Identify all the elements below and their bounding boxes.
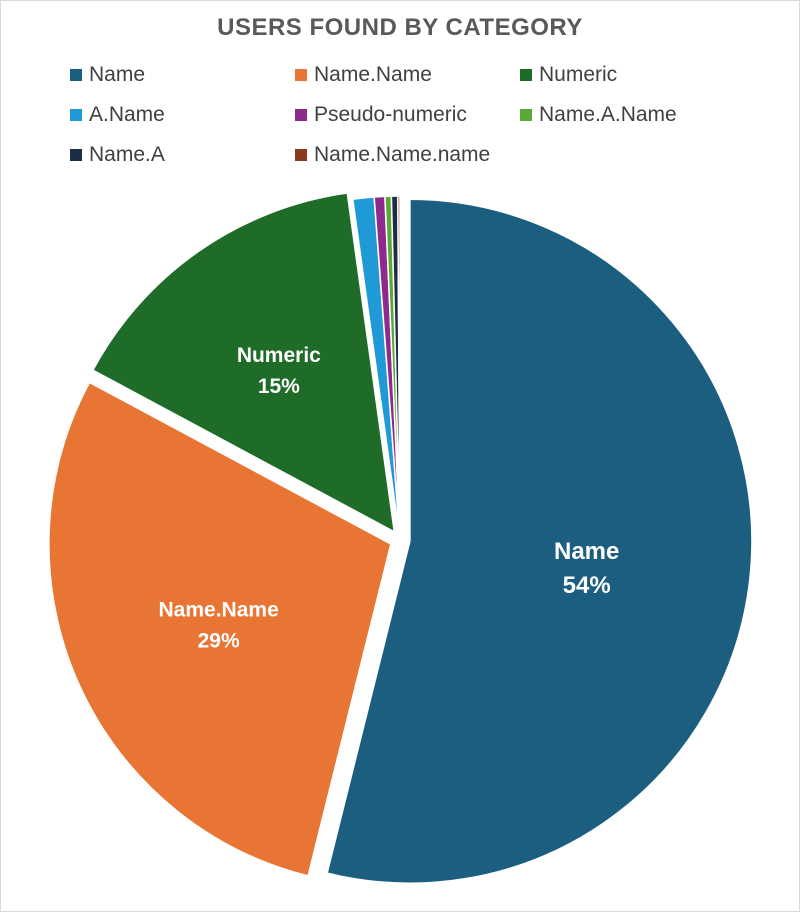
pie-slice-name-name bbox=[48, 381, 392, 877]
data-label-name-name-percent: 29% bbox=[198, 629, 240, 652]
legend-label: Name.Name bbox=[314, 63, 432, 86]
legend-item-pseudo-numeric: Pseudo-numeric bbox=[295, 98, 467, 132]
legend-item-a-name: A.Name bbox=[70, 98, 165, 132]
legend-item-name-a-name: Name.A.Name bbox=[520, 98, 677, 132]
legend-label: Name bbox=[89, 63, 146, 86]
legend-item-numeric: Numeric bbox=[520, 58, 617, 92]
data-label-numeric-percent: 15% bbox=[258, 375, 300, 398]
legend-swatch bbox=[295, 69, 307, 81]
legend-swatch bbox=[295, 109, 307, 121]
data-label-name-percent: 54% bbox=[563, 572, 611, 599]
legend-item-name-name: Name.Name bbox=[295, 58, 432, 92]
legend-label: Name.A bbox=[89, 143, 165, 166]
pie-slice-name-name-name bbox=[397, 195, 401, 539]
data-label-numeric-category: Numeric bbox=[237, 344, 321, 367]
chart-title: USERS FOUND BY CATEGORY bbox=[217, 14, 583, 41]
legend-swatch bbox=[70, 69, 82, 81]
legend-swatch bbox=[70, 149, 82, 161]
data-label-name-name-category: Name.Name bbox=[159, 598, 279, 621]
legend-label: A.Name bbox=[89, 103, 165, 126]
legend-item-name: Name bbox=[70, 58, 145, 92]
legend-swatch bbox=[295, 149, 307, 161]
legend-label: Numeric bbox=[539, 63, 618, 86]
legend-swatch bbox=[520, 109, 532, 121]
legend-label: Name.A.Name bbox=[539, 103, 677, 126]
pie-slice-numeric bbox=[91, 192, 396, 534]
legend-label: Name.Name.name bbox=[314, 143, 491, 166]
legend-item-name-a: Name.A bbox=[70, 138, 165, 172]
data-label-name-category: Name bbox=[554, 538, 619, 565]
legend-swatch bbox=[70, 109, 82, 121]
legend-label: Pseudo-numeric bbox=[314, 103, 467, 126]
pie-slice-name bbox=[326, 198, 753, 884]
legend-swatch bbox=[520, 69, 532, 81]
legend-item-name-name-name: Name.Name.name bbox=[295, 138, 490, 172]
